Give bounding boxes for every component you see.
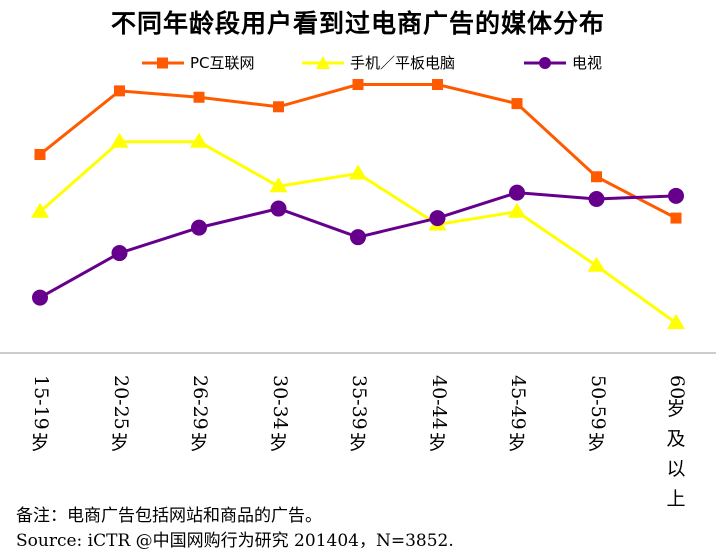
x-tick-label-3: 30-34 <box>268 375 291 430</box>
chart-title: 不同年龄段用户看到过电商广告的媒体分布 <box>110 9 605 38</box>
series-0-point-3 <box>273 101 284 113</box>
x-tick-label-7-char-0: 岁 <box>586 432 606 454</box>
x-tick-label-5: 40-44 <box>427 375 450 430</box>
chart-source: Source: iCTR @中国网购行为研究 201404，N=3852. <box>16 531 454 551</box>
x-tick-label-7: 50-59 <box>586 375 609 430</box>
series-2-point-3 <box>270 200 287 217</box>
x-tick-label-2: 26-29 <box>189 375 211 430</box>
series-2-point-5 <box>429 210 446 227</box>
legend-marker-pc <box>142 57 184 68</box>
x-tick-label-3-char-0: 岁 <box>268 432 288 454</box>
series-0-point-4 <box>352 79 364 91</box>
series-2-point-4 <box>350 229 366 246</box>
x-tick-label-0: 15-19 <box>30 375 52 430</box>
series-0-point-5 <box>432 79 443 91</box>
x-tick-label-8-char-0: 岁 <box>666 397 686 420</box>
x-tick-label-2-char-0: 岁 <box>189 432 209 454</box>
series-2-point-0 <box>32 289 48 306</box>
x-tick-label-1: 20-25 <box>109 375 132 430</box>
x-tick-label-5-char-0: 岁 <box>427 432 447 454</box>
series-2-point-2 <box>191 219 207 236</box>
series-2-point-8 <box>668 187 684 204</box>
series-1-point-1 <box>110 132 129 148</box>
legend-label-mobile: 手机／平板电脑 <box>350 54 456 72</box>
series-0-point-7 <box>591 171 602 183</box>
legend-item-mobile: 手机／平板电脑 <box>300 52 455 73</box>
series-2-point-7 <box>588 191 605 207</box>
legend-label-pc: PC互联网 <box>190 54 255 72</box>
series-1-point-6 <box>508 202 526 218</box>
series-0-point-8 <box>670 212 682 224</box>
x-tick-label-4-char-0: 岁 <box>348 432 368 454</box>
legend: PC互联网 手机／平板电脑 电视 <box>0 52 716 82</box>
series-1-point-0 <box>31 202 49 218</box>
x-tick-label-6: 45-49 <box>507 375 529 430</box>
x-tick-label-1-char-0: 岁 <box>109 432 129 454</box>
series-0-point-1 <box>114 85 125 97</box>
legend-marker-mobile <box>302 55 344 69</box>
x-tick-label-8-char-1: 及 <box>666 427 686 450</box>
x-tick-label-4: 35-39 <box>348 375 370 430</box>
series-1-point-3 <box>269 177 288 193</box>
legend-item-pc: PC互联网 <box>140 52 255 73</box>
series-1-point-8 <box>667 314 685 330</box>
legend-item-tv: 电视 <box>522 52 602 73</box>
series-1-point-4 <box>349 164 367 180</box>
x-tick-label-8-char-2: 以 <box>666 457 686 480</box>
series-1-point-2 <box>190 132 208 148</box>
series-layer <box>31 79 685 330</box>
x-tick-label-6-char-0: 岁 <box>507 432 527 454</box>
series-2-point-1 <box>111 245 128 262</box>
series-0-point-0 <box>34 148 46 160</box>
series-0-point-6 <box>511 98 523 110</box>
x-tick-label-0-char-0: 岁 <box>30 432 50 454</box>
series-0-point-2 <box>193 91 205 103</box>
chart-note: 备注：电商广告包括网站和商品的广告。 <box>16 506 322 526</box>
legend-label-tv: 电视 <box>572 54 603 72</box>
series-2-point-6 <box>509 184 525 201</box>
x-tick-label-8-char-3: 上 <box>666 487 686 510</box>
series-1-point-7 <box>587 256 606 272</box>
legend-marker-tv <box>524 56 566 69</box>
